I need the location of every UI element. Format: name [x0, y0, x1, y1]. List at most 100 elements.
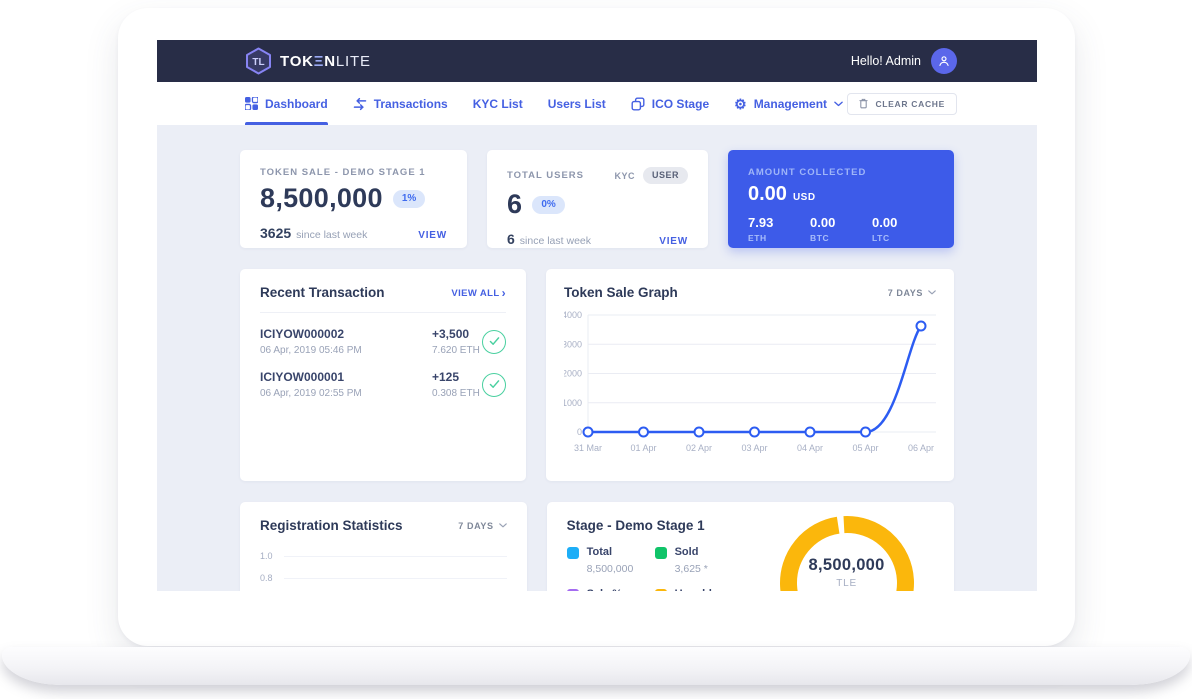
divider: [260, 312, 506, 313]
swap-arrows-icon: [353, 97, 366, 110]
transaction-eth: 0.308 ETH: [432, 388, 480, 399]
registration-chart-yticks: 1.0 0.8 0.6: [260, 545, 507, 591]
clear-cache-button[interactable]: CLEAR CACHE: [847, 92, 957, 115]
token-sale-card: TOKEN SALE - DEMO STAGE 1 8,500,000 1% 3…: [240, 150, 467, 248]
svg-text:01 Apr: 01 Apr: [630, 443, 656, 453]
tab-label: ICO Stage: [651, 96, 710, 111]
period-dropdown[interactable]: 7 DAYS: [888, 288, 936, 298]
period-dropdown[interactable]: 7 DAYS: [458, 521, 507, 531]
card-label: TOTAL USERS: [507, 170, 584, 181]
token-sale-graph-panel: Token Sale Graph 7 DAYS 0 1000 2000 3000 400…: [546, 269, 954, 481]
tab-label: Dashboard: [265, 96, 328, 111]
total-users-value: 6: [507, 189, 523, 219]
donut-total-value: 8,500,000: [808, 556, 885, 574]
token-sale-line-chart: 0 1000 2000 3000 4000 31 Mar 01 Apr 02 Apr 03 Ap…: [564, 310, 936, 453]
sub-navigation: Dashboard Transactions KYC List Users Li…: [157, 82, 1037, 125]
recent-transactions-panel: Recent Transaction VIEW ALL › ICIYOW00000…: [240, 269, 526, 481]
legend-item: Sale %: [566, 588, 655, 591]
gear-icon: ⚙: [734, 95, 747, 112]
panel-title: Token Sale Graph: [564, 285, 678, 300]
svg-text:0: 0: [577, 427, 582, 437]
laptop-base: [2, 647, 1190, 685]
tab-dashboard[interactable]: Dashboard: [245, 82, 328, 125]
tab-label: Transactions: [373, 96, 448, 111]
stage-donut-chart: [777, 513, 917, 591]
token-sale-value: 8,500,000: [260, 183, 383, 213]
view-link[interactable]: VIEW: [418, 230, 447, 241]
chevron-down-icon: [498, 523, 507, 528]
transaction-id: ICIYOW000001: [260, 370, 345, 384]
eth-label: ETH: [748, 233, 767, 244]
svg-text:31 Mar: 31 Mar: [574, 443, 602, 453]
svg-text:3000: 3000: [564, 339, 582, 349]
tab-label: Users List: [547, 96, 606, 111]
legend-swatch: [654, 589, 667, 591]
view-all-link[interactable]: VIEW ALL ›: [451, 285, 506, 300]
delta-caption: since last week: [519, 235, 591, 247]
ltc-column: 0.00 LTC: [872, 215, 934, 244]
eth-column: 7.93 ETH: [748, 215, 810, 244]
nav-tabs: Dashboard Transactions KYC List Users Li…: [245, 82, 843, 125]
middle-row: Recent Transaction VIEW ALL › ICIYOW00000…: [240, 269, 954, 481]
ytick-row: 0.6: [260, 589, 507, 591]
btc-column: 0.00 BTC: [810, 215, 872, 243]
svg-text:04 Apr: 04 Apr: [797, 443, 823, 453]
donut-center-label: 8,500,000 TLE: [777, 556, 917, 589]
svg-text:TL: TL: [252, 57, 264, 68]
ytick-label: 0.8: [260, 573, 273, 583]
tab-kyc-list[interactable]: KYC List: [473, 82, 523, 125]
donut-unit: TLE: [836, 578, 857, 589]
svg-text:03 Apr: 03 Apr: [741, 443, 767, 453]
ytick-row: 1.0: [260, 545, 507, 567]
tab-users-list[interactable]: Users List: [548, 82, 606, 125]
legend-label: Unsold: [675, 588, 712, 591]
btc-amount: 0.00: [810, 215, 836, 230]
legend-item: Total 8,500,000: [566, 546, 655, 576]
user-area: Hello! Admin: [851, 48, 957, 74]
transaction-date: 06 Apr, 2019 05:46 PM: [260, 345, 362, 356]
view-link[interactable]: VIEW: [659, 236, 688, 247]
transaction-date: 06 Apr, 2019 02:55 PM: [260, 388, 362, 399]
grid-icon: [245, 97, 258, 110]
svg-text:06 Apr: 06 Apr: [908, 443, 934, 453]
user-avatar[interactable]: [931, 48, 957, 74]
legend-label: Total: [586, 546, 613, 558]
transaction-row: ICIYOW000002 06 Apr, 2019 05:46 PM +3,50…: [260, 327, 506, 356]
brand-hexagon-icon: TL: [246, 47, 271, 75]
delta-value: 6: [507, 231, 515, 247]
brand-name: TOKΞNLITE: [280, 52, 371, 70]
amount-collected-card: AMOUNT COLLECTED 0.00 USD 7.93 ETH 0.00: [728, 150, 954, 248]
ytick-label: 1.0: [260, 551, 273, 561]
svg-text:2000: 2000: [564, 369, 582, 379]
legend-label: Sale %: [587, 588, 622, 591]
legend-item: Unsold: [654, 588, 755, 591]
panel-title: Registration Statistics: [260, 518, 403, 533]
toggle-kyc[interactable]: KYC: [614, 170, 635, 181]
amount-usd-value: 0.00: [748, 183, 787, 205]
legend-label: Sold: [674, 546, 699, 558]
brand-logo: TL TOKΞNLITE: [245, 47, 371, 75]
percent-badge: 1%: [392, 189, 426, 208]
panel-title: Stage - Demo Stage 1: [566, 518, 705, 533]
legend-value: 8,500,000: [586, 563, 634, 576]
transaction-row: ICIYOW000001 06 Apr, 2019 02:55 PM +125 …: [260, 370, 506, 399]
tab-management[interactable]: ⚙ Management: [734, 82, 843, 125]
gridline: [284, 577, 507, 579]
tab-ico-stage[interactable]: ICO Stage: [631, 82, 709, 125]
ltc-label: LTC: [872, 233, 890, 244]
tab-label: KYC List: [472, 96, 523, 111]
card-label: AMOUNT COLLECTED: [748, 167, 867, 178]
tab-transactions[interactable]: Transactions: [353, 82, 448, 125]
legend-swatch: [566, 547, 579, 559]
delta-caption: since last week: [296, 229, 368, 241]
cube-stack-icon: [631, 97, 645, 110]
currency-breakdown: 7.93 ETH 0.00 BTC 0.00 LTC: [748, 215, 934, 244]
gridline: [284, 555, 507, 557]
eth-amount: 7.93: [748, 215, 774, 230]
percent-badge: 0%: [532, 195, 565, 214]
toggle-user[interactable]: USER: [642, 167, 688, 184]
chevron-down-icon: [928, 290, 936, 295]
transaction-amount: +3,500: [432, 327, 470, 341]
stage-panel: Stage - Demo Stage 1 Total 8,500,000 Sold 3…: [546, 502, 954, 591]
